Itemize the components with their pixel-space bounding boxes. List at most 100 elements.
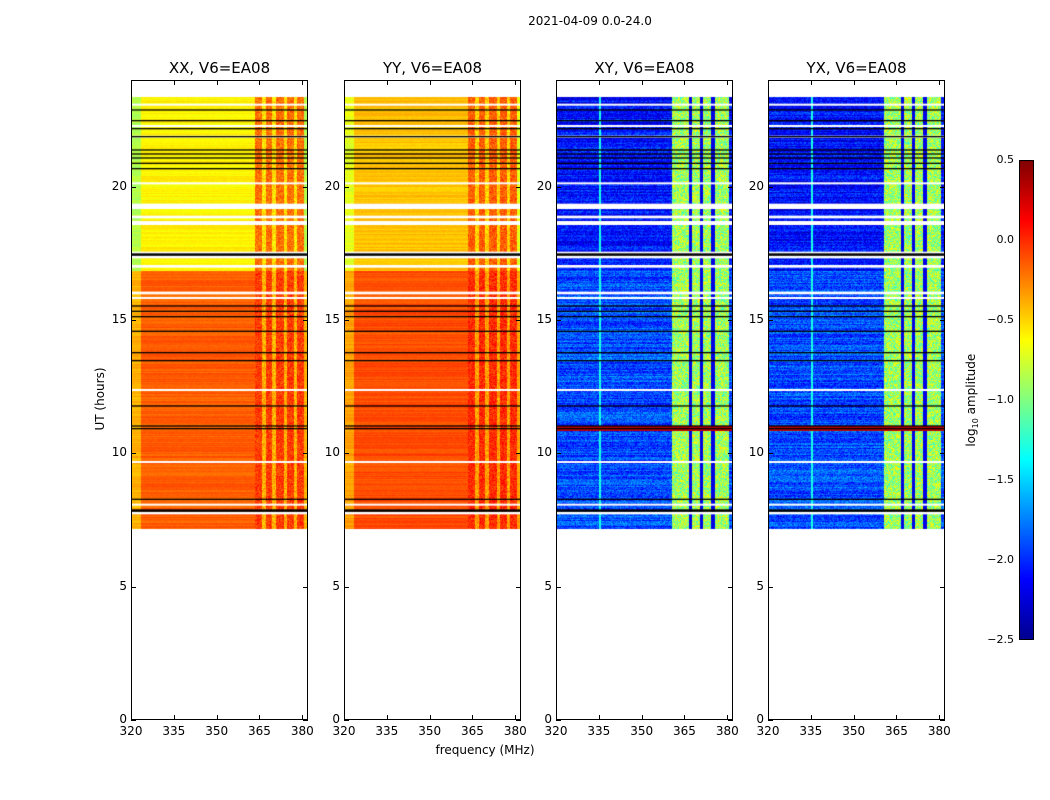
y-tick-mark (516, 186, 521, 188)
y-tick-mark (728, 720, 733, 721)
panel-title: YY, V6=EA08 (382, 59, 483, 77)
x-tick-label: 320 (119, 724, 143, 738)
x-tick-label: 380 (503, 724, 527, 738)
colorbar-tick-label: −2.0 (987, 553, 1014, 566)
y-axis-label: UT (hours) (93, 367, 107, 431)
x-tick-mark (896, 715, 898, 720)
x-tick-label: 350 (842, 724, 866, 738)
x-tick-mark (259, 715, 261, 720)
heatmap-cells (557, 81, 732, 719)
y-tick-mark (556, 320, 561, 321)
y-tick-label: 5 (544, 578, 552, 593)
y-tick-mark (768, 720, 773, 721)
x-tick-mark (556, 80, 557, 85)
y-tick-mark (131, 453, 136, 455)
y-tick-mark (556, 586, 561, 588)
y-tick-label: 10 (111, 445, 127, 460)
y-tick-mark (728, 453, 733, 455)
x-tick-mark (684, 80, 686, 85)
x-tick-mark (939, 715, 941, 720)
y-tick-mark (940, 320, 945, 321)
y-tick-label: 15 (748, 312, 764, 326)
y-tick-mark (556, 453, 561, 455)
x-tick-mark (302, 80, 304, 85)
y-tick-label: 10 (748, 445, 764, 460)
x-tick-mark (131, 715, 132, 720)
x-axis-label: frequency (MHz) (435, 743, 535, 757)
y-tick-mark (940, 453, 945, 455)
y-tick-mark (516, 320, 521, 321)
y-tick-mark (303, 320, 308, 321)
x-tick-mark (598, 80, 600, 85)
x-tick-mark (939, 80, 941, 85)
x-tick-mark (641, 715, 643, 720)
x-tick-mark (173, 80, 175, 85)
x-tick-mark (173, 715, 175, 720)
y-tick-mark (556, 720, 561, 721)
y-tick-label: 0 (332, 712, 340, 726)
colorbar-tick-label: −1.5 (987, 473, 1014, 486)
y-tick-mark (344, 586, 349, 588)
x-tick-label: 350 (205, 724, 229, 738)
x-tick-mark (344, 80, 345, 85)
heatmap-panel-yy (344, 80, 521, 720)
heatmap-cells (132, 81, 307, 719)
y-tick-mark (728, 186, 733, 188)
x-tick-mark (810, 80, 812, 85)
y-tick-mark (131, 186, 136, 188)
x-tick-label: 365 (673, 724, 696, 738)
colorbar-label: log10 amplitude (963, 353, 981, 447)
x-tick-mark (641, 80, 643, 85)
y-tick-mark (940, 586, 945, 588)
x-tick-label: 320 (332, 724, 356, 738)
y-tick-mark (940, 720, 945, 721)
y-tick-label: 5 (332, 578, 340, 593)
x-tick-mark (556, 715, 557, 720)
x-tick-mark (515, 715, 517, 720)
x-tick-mark (216, 80, 218, 85)
y-tick-mark (516, 720, 521, 721)
x-tick-mark (598, 715, 600, 720)
heatmap-panel-xx (131, 80, 308, 720)
y-tick-mark (940, 186, 945, 188)
y-tick-mark (516, 586, 521, 588)
x-tick-mark (472, 80, 474, 85)
y-tick-label: 20 (324, 178, 340, 193)
y-tick-mark (303, 453, 308, 455)
x-tick-mark (302, 715, 304, 720)
x-tick-mark (515, 80, 517, 85)
x-tick-label: 335 (162, 724, 186, 738)
panel-title: YX, V6=EA08 (806, 59, 907, 77)
x-tick-label: 335 (375, 724, 399, 738)
y-tick-mark (768, 453, 773, 455)
y-tick-mark (131, 320, 136, 321)
heatmap-cells (769, 81, 944, 719)
x-tick-label: 365 (885, 724, 908, 738)
y-tick-mark (556, 186, 561, 188)
panel-title: XY, V6=EA08 (594, 59, 695, 77)
heatmap-panel-yx (768, 80, 945, 720)
x-tick-mark (810, 715, 812, 720)
y-tick-label: 15 (324, 312, 340, 326)
x-tick-label: 350 (418, 724, 442, 738)
y-tick-label: 20 (111, 178, 127, 193)
x-tick-mark (896, 80, 898, 85)
x-tick-mark (429, 715, 431, 720)
x-tick-label: 365 (248, 724, 271, 738)
y-tick-label: 0 (119, 712, 127, 726)
colorbar-tick-label: −1.0 (987, 393, 1014, 406)
x-tick-label: 380 (927, 724, 951, 738)
colorbar-tick-label: −0.5 (987, 313, 1014, 326)
y-tick-mark (131, 586, 136, 588)
x-tick-mark (853, 715, 855, 720)
x-tick-label: 380 (290, 724, 314, 738)
y-tick-label: 5 (756, 578, 764, 593)
y-tick-mark (728, 586, 733, 588)
x-tick-mark (472, 715, 474, 720)
x-tick-mark (684, 715, 686, 720)
x-tick-mark (386, 715, 388, 720)
y-tick-mark (344, 453, 349, 455)
y-tick-mark (344, 320, 349, 321)
x-tick-mark (131, 80, 132, 85)
x-tick-mark (727, 715, 729, 720)
